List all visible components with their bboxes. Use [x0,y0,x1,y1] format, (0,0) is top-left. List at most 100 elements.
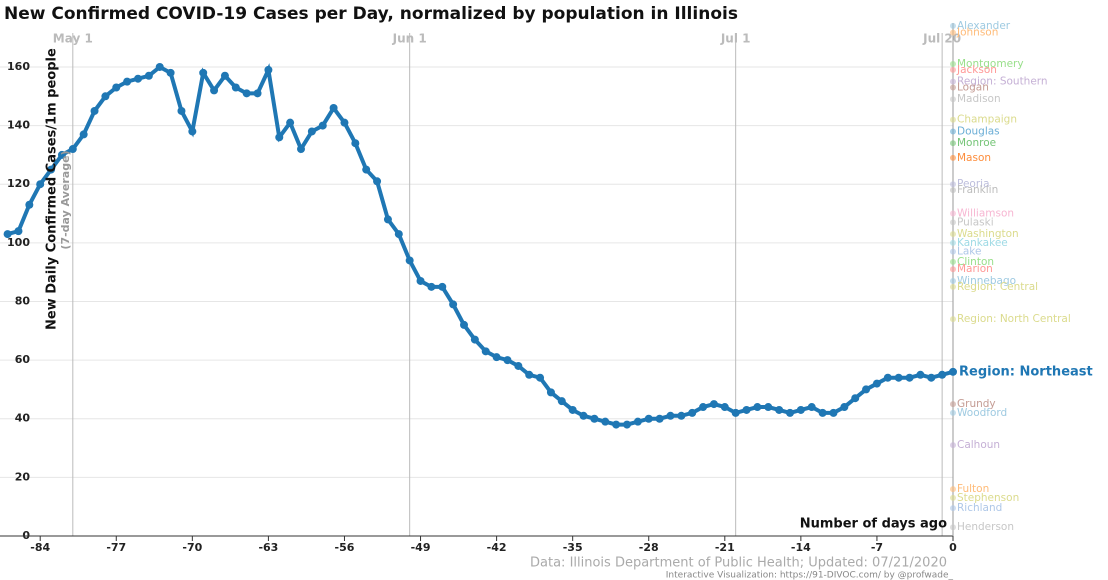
series-label: Johnson [956,27,998,39]
x-tick-label: -56 [335,541,355,554]
series-label: Marion [957,263,993,275]
series-label: Peoria [957,178,990,190]
point [731,408,740,417]
point [427,282,436,291]
point [894,373,903,382]
point [950,401,956,408]
point [329,104,338,113]
series-label: Montgomery [957,58,1024,70]
point [525,370,534,379]
point [950,277,956,284]
y-tick-label: 140 [7,119,30,132]
point [851,394,860,403]
series-label: Mason [957,152,991,164]
series-label: Lake [957,246,981,258]
point [677,411,686,420]
point [950,128,956,135]
point [416,276,425,285]
point [155,62,164,71]
point [950,78,956,85]
series-label: Region: North Central [957,313,1071,325]
point [950,494,956,501]
series-label: Franklin [957,184,998,196]
point [481,347,490,356]
point [950,442,956,449]
point [134,74,143,83]
point [950,505,956,512]
point [557,397,566,406]
point [655,414,664,423]
plot: 0 20 40 60 80 100 120 140 160 -84 -77 -70 -63 -56 -49 -… [0,20,1093,554]
x-tick-label: -35 [563,541,583,554]
point [862,385,871,394]
series-label: Kankakee [957,237,1008,249]
point [818,408,827,417]
point [579,411,588,420]
point [950,219,956,226]
point [79,130,88,139]
point [590,414,599,423]
point [536,373,545,382]
series-label: Richland [957,502,1002,514]
point [90,106,99,115]
point [286,118,295,127]
series-label: Logan [957,81,989,93]
point [840,403,849,412]
series-label: Region: Central [957,281,1038,293]
series-label: Woodford [957,407,1007,419]
point [601,417,610,426]
point [362,165,371,174]
point [950,187,956,194]
point [950,22,956,29]
x-tick-label: -21 [715,541,735,554]
point [938,370,947,379]
point [742,405,751,414]
point [688,408,697,417]
x-axis-label: Number of days ago [800,517,947,532]
series-label: Jackson [956,64,997,76]
series-label: Washington [957,228,1019,240]
x-tick-label: -84 [30,541,50,554]
series-label: Madison [957,93,1001,105]
x-tick-label: -70 [182,541,202,554]
point [950,84,956,91]
point [753,403,762,412]
point [796,405,805,414]
point [231,83,240,92]
point [3,230,12,239]
series-label: Fulton [957,483,989,495]
point [166,68,175,77]
point [950,61,956,68]
series-label: Region: Northeast [959,364,1093,379]
point [612,420,621,429]
point [950,96,956,103]
point [883,373,892,382]
point [950,409,956,416]
point [829,408,838,417]
series-label: Douglas [957,125,1000,137]
point [383,215,392,224]
point [340,118,349,127]
x-tick-label: -14 [791,541,811,554]
y-tick-label: 80 [15,294,31,307]
point [949,367,957,376]
date-label: Jul 1 [720,32,751,46]
series-label: Champaign [957,114,1017,126]
point [950,140,956,147]
point [950,231,956,238]
date-label: Jun 1 [392,32,427,46]
point [950,524,956,531]
credit: Interactive Visualization: https://91-DI… [666,571,954,580]
point [394,230,403,239]
point [503,356,512,365]
point [36,180,45,189]
point [720,403,729,412]
point [25,200,34,209]
point [950,239,956,246]
point [699,403,708,412]
point [47,165,56,174]
series-line [7,63,954,427]
point [950,283,956,290]
point [297,145,306,154]
series-label: Calhoun [957,439,1000,451]
